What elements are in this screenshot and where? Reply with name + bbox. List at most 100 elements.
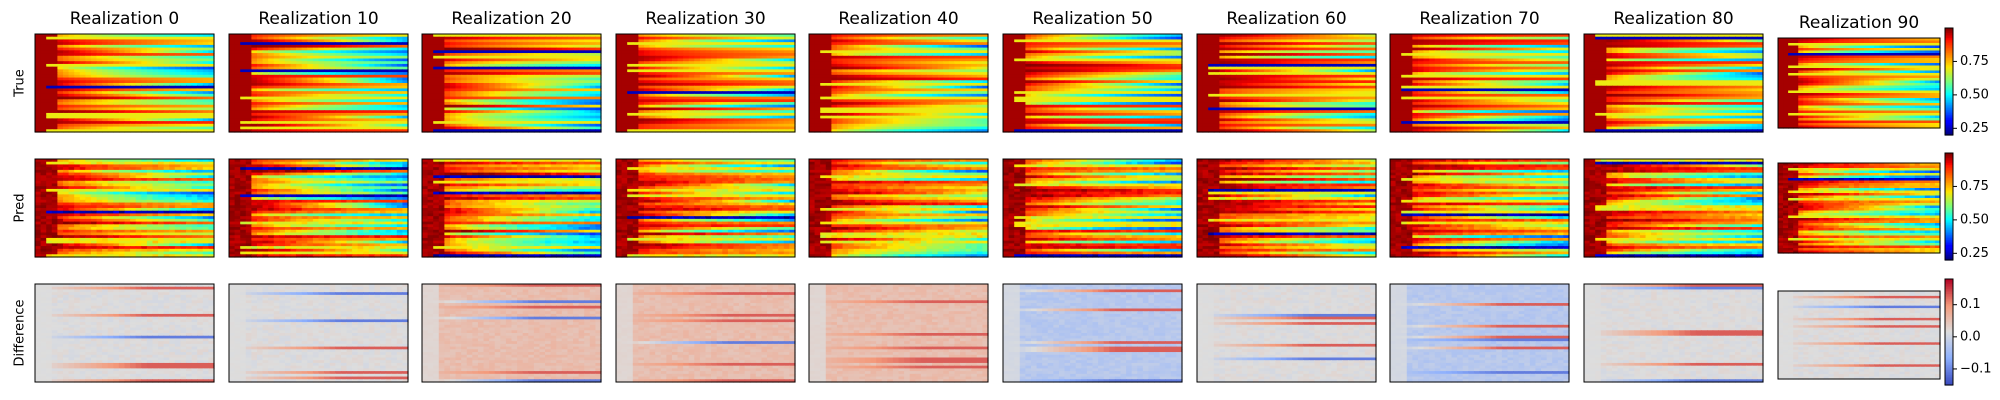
heatmap-cell <box>357 85 364 90</box>
heatmap-cell <box>251 66 258 70</box>
heatmap-cell <box>152 93 159 98</box>
heatmap-cell <box>494 83 501 87</box>
heatmap-cell <box>290 121 297 125</box>
heatmap-cell <box>191 99 198 103</box>
heatmap-cell <box>79 69 86 73</box>
heatmap-cell <box>290 129 297 133</box>
heatmap-cell <box>284 80 292 84</box>
heatmap-cell <box>346 123 353 128</box>
heatmap-cell <box>391 36 398 41</box>
heatmap-cell <box>152 83 159 87</box>
heatmap-cell <box>141 61 148 65</box>
heatmap-cell <box>573 44 580 49</box>
heatmap-cell <box>346 72 353 76</box>
heatmap-cell <box>268 91 275 95</box>
heatmap-cell <box>385 72 392 76</box>
heatmap-cell <box>85 115 92 119</box>
heatmap-cell <box>152 36 159 41</box>
heatmap-cell <box>169 58 176 62</box>
heatmap-cell <box>357 91 364 95</box>
heatmap-cell <box>79 99 86 103</box>
heatmap-cell <box>62 74 70 79</box>
heatmap-cell <box>57 47 64 51</box>
heatmap-cell <box>229 121 236 125</box>
heatmap-cell <box>234 83 241 87</box>
heatmap-cell <box>79 129 86 133</box>
heatmap-cell <box>118 118 126 122</box>
heatmap-cell <box>483 34 490 38</box>
heatmap-cell <box>40 36 47 41</box>
heatmap-cell <box>312 123 320 128</box>
heatmap-cell <box>163 63 170 68</box>
heatmap-cell <box>40 121 47 125</box>
heatmap-cell <box>229 72 236 76</box>
heatmap-cell <box>318 85 325 90</box>
heatmap-cell <box>174 126 182 130</box>
heatmap-cell <box>197 107 204 111</box>
heatmap-cell <box>545 69 552 73</box>
heatmap-cell <box>578 77 585 81</box>
heatmap-cell <box>174 69 182 73</box>
heatmap-cell <box>169 88 176 92</box>
heatmap-cell <box>284 39 292 43</box>
heatmap-cell <box>245 77 252 81</box>
heatmap-cell <box>68 69 75 73</box>
heatmap-cell <box>186 72 193 76</box>
heatmap-cell <box>340 88 348 92</box>
heatmap-cell <box>124 110 131 114</box>
heatmap-cell <box>329 55 336 60</box>
heatmap-cell <box>102 61 109 65</box>
heatmap-cell <box>180 80 187 84</box>
heatmap-cell <box>402 47 409 51</box>
heatmap-cell <box>318 53 325 57</box>
heatmap-cell <box>489 61 496 65</box>
heatmap-cell <box>62 61 70 65</box>
heatmap-cell <box>522 47 529 51</box>
heatmap-cell <box>449 34 457 38</box>
heatmap-cell <box>152 77 159 81</box>
heatmap-cell <box>449 88 457 92</box>
heatmap-cell <box>240 104 247 109</box>
heatmap-cell <box>102 115 109 119</box>
heatmap-cell <box>68 66 75 70</box>
heatmap-cell <box>234 63 241 68</box>
heatmap-cell <box>335 55 342 60</box>
heatmap-cell <box>96 53 103 57</box>
heatmap-cell <box>240 129 247 133</box>
heatmap-cell <box>595 74 602 79</box>
heatmap-cell <box>329 121 336 125</box>
heatmap-cell <box>301 77 308 81</box>
heatmap-cell <box>163 44 170 49</box>
heatmap-cell <box>578 61 585 65</box>
heatmap-cell <box>422 55 429 60</box>
heatmap-cell <box>556 42 563 46</box>
heatmap-cell <box>51 47 58 51</box>
heatmap-cell <box>158 96 165 100</box>
heatmap-cell <box>163 55 170 60</box>
heatmap-cell <box>461 66 468 70</box>
heatmap-cell <box>573 66 580 70</box>
heatmap-cell <box>163 50 170 54</box>
heatmap-cell <box>517 80 524 84</box>
heatmap-cell <box>444 47 451 51</box>
heatmap-cell <box>385 129 392 133</box>
heatmap-cell <box>489 85 496 90</box>
heatmap-cell <box>318 61 325 65</box>
heatmap-cell <box>329 107 336 111</box>
heatmap-cell <box>163 102 170 106</box>
heatmap-cell <box>324 53 331 57</box>
heatmap-cell <box>273 129 280 133</box>
heatmap-cell <box>268 112 275 117</box>
heatmap-cell <box>550 36 557 41</box>
heatmap-cell <box>118 50 126 54</box>
heatmap-cell <box>438 91 445 95</box>
heatmap-cell <box>449 91 457 95</box>
heatmap-cell <box>40 96 47 100</box>
heatmap-cell <box>158 91 165 95</box>
heatmap-cell <box>391 66 398 70</box>
heatmap-cell <box>312 61 320 65</box>
heatmap-cell <box>561 72 569 76</box>
heatmap-cell <box>494 55 501 60</box>
heatmap-cell <box>273 77 280 81</box>
heatmap-cell <box>135 91 142 95</box>
